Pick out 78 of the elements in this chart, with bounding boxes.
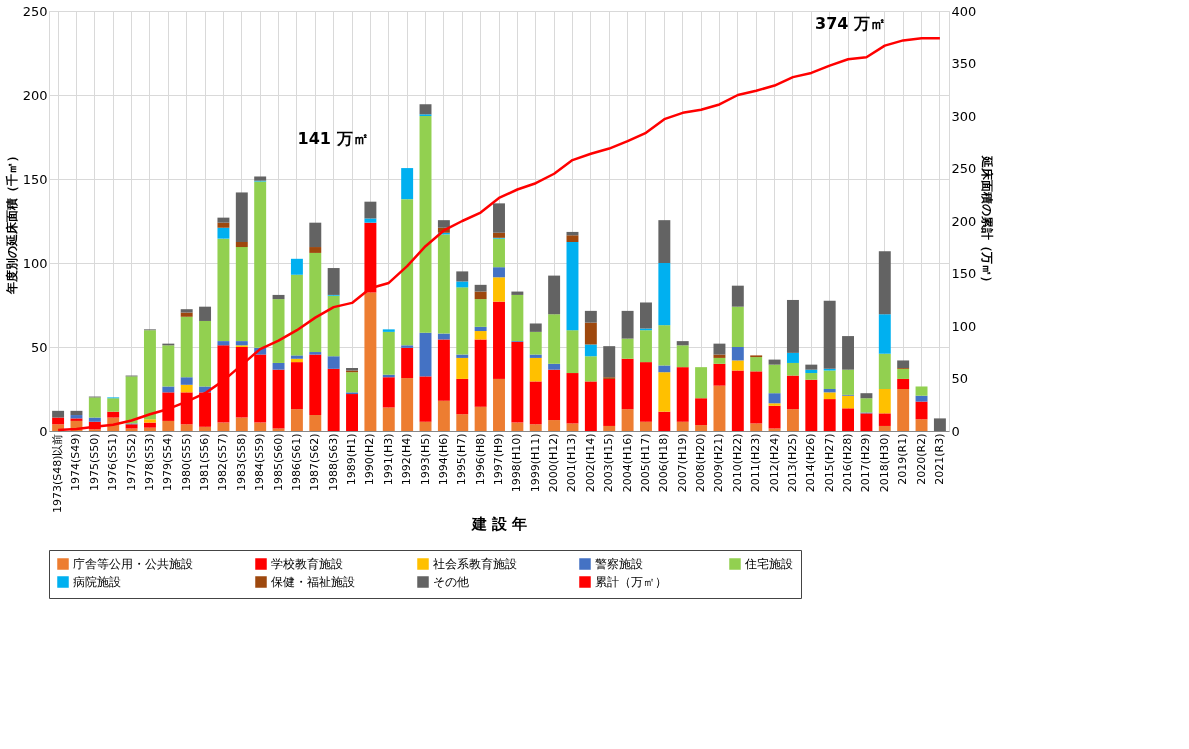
x-tick-label: 2007(H19) bbox=[675, 433, 689, 493]
x-tick-label: 2019(R1) bbox=[896, 433, 910, 485]
legend-label: 庁舎等公用・公共施設 bbox=[73, 557, 193, 571]
x-tick-label: 1993(H5) bbox=[418, 433, 432, 486]
x-tick-label: 2003(H15) bbox=[602, 433, 616, 493]
y-tick-label: 150 bbox=[22, 171, 48, 187]
x-tick-label: 1989(H1) bbox=[345, 433, 359, 486]
legend-label: その他 bbox=[433, 575, 469, 589]
x-tick-label: 1973(S48)以前 bbox=[51, 433, 65, 514]
x-tick-label: 1987(S62) bbox=[308, 433, 322, 492]
x-tick-label: 1981(S56) bbox=[198, 433, 212, 492]
y-axis-title: 年度別の延床面積（千㎡） bbox=[4, 149, 19, 295]
x-tick-label: 1998(H10) bbox=[510, 433, 524, 493]
x-tick-label: 1983(S58) bbox=[234, 433, 248, 492]
y-tick-label: 250 bbox=[22, 3, 48, 19]
x-tick-label: 2011(H23) bbox=[749, 433, 763, 493]
x-tick-label: 2012(H24) bbox=[767, 433, 781, 493]
legend-label: 病院施設 bbox=[73, 575, 121, 589]
x-tick-label: 2017(H29) bbox=[859, 433, 873, 493]
x-tick-label: 2006(H18) bbox=[657, 433, 671, 493]
x-tick-label: 1978(S53) bbox=[142, 433, 156, 492]
legend-label: 累計（万㎡） bbox=[595, 575, 667, 589]
x-tick-label: 1985(S60) bbox=[271, 433, 285, 492]
x-tick-label: 1982(S57) bbox=[216, 433, 230, 492]
x-tick-label: 1986(S61) bbox=[289, 433, 303, 492]
y2-tick-label: 50 bbox=[951, 371, 969, 386]
x-tick-label: 2010(H22) bbox=[730, 433, 744, 493]
y2-tick-label: 250 bbox=[951, 161, 977, 176]
x-tick-label: 1990(H2) bbox=[363, 433, 377, 486]
x-tick-label: 2016(H28) bbox=[841, 433, 855, 493]
y-tick-label: 100 bbox=[22, 255, 48, 271]
legend-label: 学校教育施設 bbox=[271, 557, 343, 571]
x-tick-label: 1979(S54) bbox=[161, 433, 175, 492]
x-tick-label: 1999(H11) bbox=[528, 433, 542, 493]
x-tick-label: 2020(R2) bbox=[914, 433, 928, 485]
y2-axis-title: 延床面積の累計（万㎡） bbox=[980, 154, 995, 288]
y-tick-label: 0 bbox=[39, 423, 48, 439]
x-tick-label: 1974(S49) bbox=[69, 433, 83, 492]
x-tick-label: 2018(H30) bbox=[877, 433, 891, 493]
annotation: 374 万㎡ bbox=[815, 13, 886, 33]
annotation: 141 万㎡ bbox=[297, 129, 369, 149]
legend-label: 社会系教育施設 bbox=[433, 557, 517, 571]
y2-tick-label: 150 bbox=[951, 266, 977, 281]
y2-tick-label: 300 bbox=[951, 108, 977, 124]
x-axis-title: 建 設 年 bbox=[470, 515, 528, 534]
x-tick-label: 2001(H13) bbox=[565, 433, 579, 493]
x-tick-label: 2004(H16) bbox=[620, 433, 634, 493]
y2-tick-label: 100 bbox=[951, 318, 977, 334]
x-tick-label: 2009(H21) bbox=[712, 433, 726, 493]
x-tick-label: 1980(S55) bbox=[179, 433, 193, 492]
x-tick-label: 1992(H4) bbox=[400, 433, 414, 486]
x-tick-label: 2021(R3) bbox=[932, 433, 946, 485]
x-tick-label: 1975(S50) bbox=[87, 433, 101, 492]
legend-label: 保健・福祉施設 bbox=[271, 575, 355, 589]
x-tick-label: 2000(H12) bbox=[547, 433, 561, 493]
x-tick-label: 1991(H3) bbox=[381, 433, 395, 486]
y-tick-label: 200 bbox=[22, 87, 48, 103]
legend-label: 住宅施設 bbox=[744, 557, 793, 571]
legend-label: 警察施設 bbox=[595, 557, 643, 571]
x-tick-label: 1976(S51) bbox=[106, 433, 120, 492]
y2-tick-label: 400 bbox=[951, 3, 977, 19]
x-tick-label: 1994(H6) bbox=[436, 433, 450, 486]
x-tick-label: 1977(S52) bbox=[124, 433, 138, 492]
y-tick-label: 50 bbox=[30, 339, 48, 355]
x-tick-label: 1997(H9) bbox=[492, 433, 505, 486]
x-tick-label: 1984(S59) bbox=[253, 433, 267, 492]
y2-tick-label: 350 bbox=[951, 56, 977, 71]
y2-tick-label: 0 bbox=[951, 423, 960, 439]
x-tick-label: 1996(H8) bbox=[473, 433, 487, 486]
x-tick-label: 2008(H20) bbox=[694, 433, 708, 493]
x-tick-label: 2015(H27) bbox=[822, 433, 836, 493]
x-tick-label: 2014(H26) bbox=[804, 433, 818, 493]
x-tick-label: 2013(H25) bbox=[785, 433, 799, 493]
x-tick-label: 1995(H7) bbox=[455, 433, 469, 486]
y2-tick-label: 200 bbox=[951, 213, 977, 229]
x-tick-label: 2005(H17) bbox=[638, 433, 652, 493]
x-tick-label: 2002(H14) bbox=[583, 433, 597, 493]
x-tick-label: 1988(S63) bbox=[326, 433, 340, 492]
